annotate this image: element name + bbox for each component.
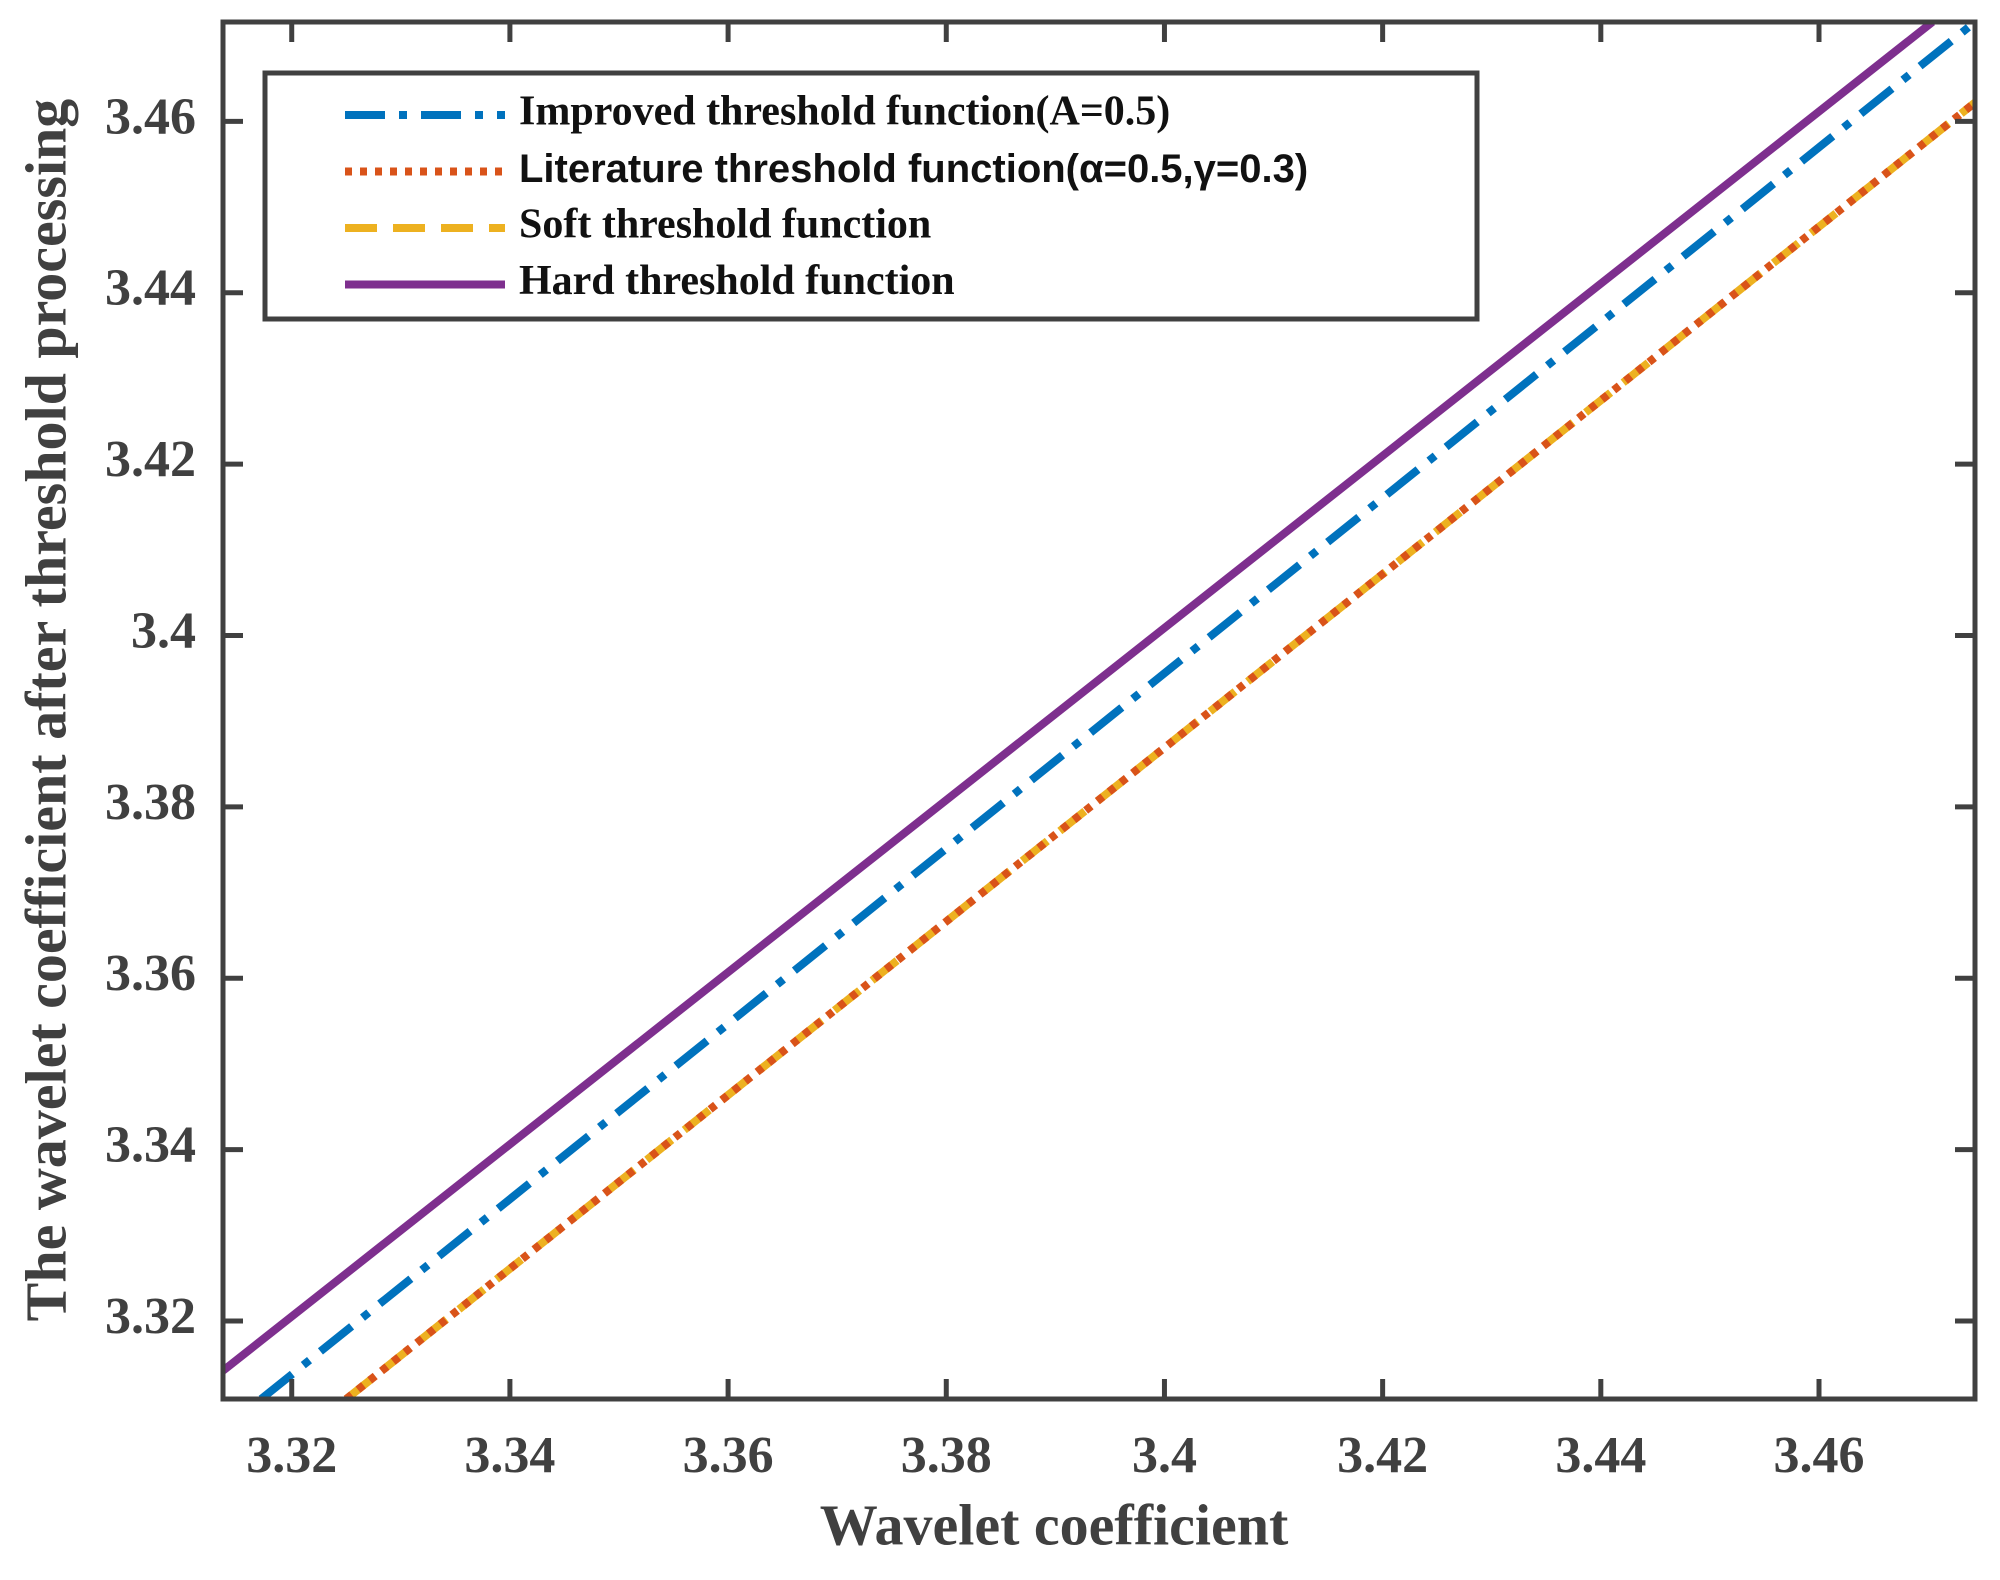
y-tick-label: 3.32 [105,1288,196,1345]
x-tick-label: 3.36 [683,1427,774,1484]
x-tick-label: 3.38 [901,1427,992,1484]
line [258,22,1975,1399]
y-tick-label: 3.4 [131,602,196,659]
x-tick-label: 3.34 [464,1427,555,1484]
legend-label: Hard threshold function [519,258,955,304]
x-tick-label: 3.46 [1774,1427,1865,1484]
legend-label: Literature threshold function(α=0.5,γ=0.… [519,147,1308,191]
legend-label: Improved threshold function(A=0.5) [519,89,1170,135]
legend-label: Soft threshold function [519,202,931,248]
y-tick-label: 3.34 [105,1117,196,1174]
y-tick-label: 3.46 [105,88,196,145]
x-tick-label: 3.32 [246,1427,337,1484]
y-tick-label: 3.44 [105,260,196,317]
x-tick-label: 3.44 [1555,1427,1646,1484]
x-tick-label: 3.42 [1337,1427,1428,1484]
axes-box [220,19,1978,1402]
y-tick-label: 3.36 [105,945,196,1002]
line [223,22,1935,1374]
legend: Improved threshold function(A=0.5) Litera… [345,89,1308,304]
legend-box [262,70,1480,322]
x-tick-label: 3.4 [1132,1427,1197,1484]
line [343,99,1975,1399]
y-axis-label: The wavelet coefficient after threshold … [13,99,78,1322]
y-tick-label: 3.38 [105,774,196,831]
y-tick-label: 3.42 [105,431,196,488]
x-axis-label: Wavelet coefficient [820,1492,1289,1557]
plot-area [223,22,1975,1399]
